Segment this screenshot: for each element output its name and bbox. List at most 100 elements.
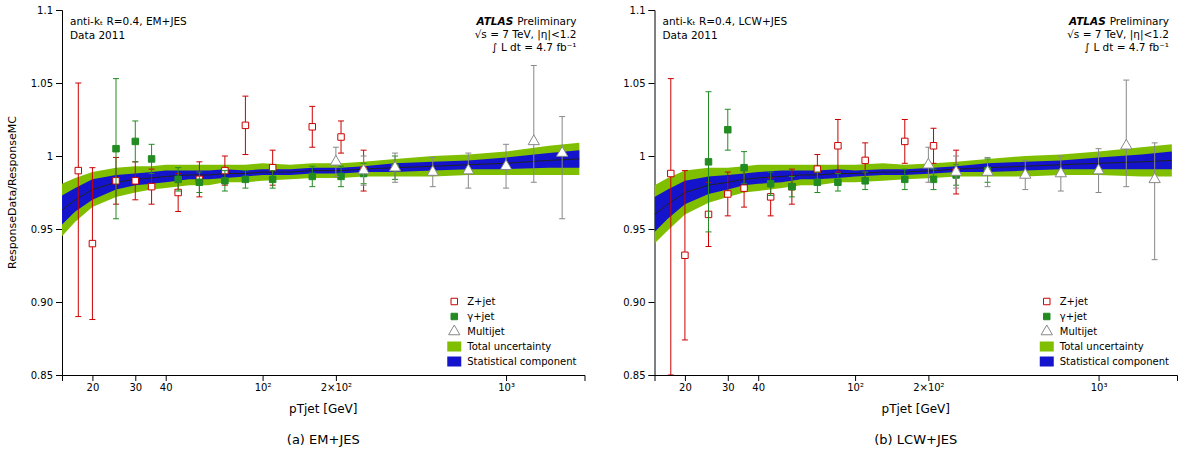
y-tick-mark — [649, 83, 655, 84]
y-tick: 0.95 — [623, 224, 654, 235]
annotation: Data 2011 — [663, 29, 718, 41]
legend-swatch — [1044, 298, 1050, 304]
legend: Z+jet γ+jet Multijet Total uncertainty Stati… — [447, 296, 576, 367]
x-tick-mark — [506, 375, 507, 381]
error-bar — [196, 172, 202, 192]
x-axis-title: pTjet [GeV] — [882, 402, 950, 416]
x-tick-mark — [685, 375, 686, 381]
error-bar — [132, 121, 138, 162]
x-tick-label: 10² — [847, 382, 864, 393]
marker — [269, 164, 275, 170]
annotation: Data 2011 — [70, 29, 125, 41]
marker — [1121, 139, 1132, 149]
legend-swatch — [451, 313, 457, 319]
marker — [705, 159, 711, 165]
x-tick: 20 — [87, 375, 100, 393]
legend-item: Multijet — [1041, 325, 1097, 337]
legend-item: γ+jet — [1044, 311, 1087, 322]
x-tick-label: 20 — [679, 382, 692, 393]
annotation-preliminary: Preliminary — [517, 15, 576, 27]
marker — [789, 183, 795, 189]
error-bar — [789, 169, 795, 204]
y-tick-label: 0.85 — [31, 370, 53, 381]
y-axis-title: ResponseData/ResponseMC — [6, 116, 19, 269]
marker — [741, 164, 747, 170]
y-tick-mark — [649, 156, 655, 157]
marker — [132, 138, 138, 144]
legend-item: Multijet — [449, 325, 505, 337]
x-tick: 30 — [129, 375, 142, 393]
annotation: ∫ L dt = 4.7 fb⁻¹ — [1085, 41, 1169, 53]
marker — [725, 191, 731, 197]
center-line — [655, 160, 1172, 214]
x-axis-line — [63, 376, 586, 382]
x-tick: 10² — [255, 375, 272, 393]
x-tick-label: 10³ — [498, 382, 515, 393]
legend-label: γ+jet — [467, 311, 494, 322]
y-tick-mark — [649, 302, 655, 303]
marker — [500, 160, 511, 170]
y-tick: 0.85 — [31, 370, 62, 381]
legend-swatch — [451, 298, 457, 304]
y-axis: 0.85 0.90 0.95 1 1.05 1.1 — [31, 5, 63, 381]
legend-label: Statistical component — [467, 356, 576, 367]
legend: Z+jetγ+jetMultijetTotal uncertaintyStati… — [1040, 296, 1169, 367]
y-tick-label: 0.90 — [31, 297, 53, 308]
marker — [767, 181, 773, 187]
legend-label: Multijet — [1060, 326, 1097, 337]
y-tick-label: 0.95 — [623, 224, 645, 235]
legend-swatch — [447, 342, 461, 352]
annotation-atlas: ATLAS — [476, 15, 514, 27]
marker — [1055, 167, 1066, 177]
error-bar — [175, 174, 181, 212]
marker — [309, 124, 315, 130]
uncertainty-band — [655, 152, 1172, 232]
series — [668, 79, 960, 375]
marker — [814, 179, 820, 185]
marker — [902, 176, 908, 182]
x-tick: 30 — [722, 375, 735, 393]
marker — [725, 126, 731, 132]
marker — [1020, 168, 1031, 178]
y-tick-mark — [56, 229, 62, 230]
y-tick: 0.95 — [31, 224, 62, 235]
legend-item: Z+jet — [1044, 296, 1088, 307]
error-bar — [789, 176, 795, 196]
uncertainty-band — [62, 150, 579, 224]
legend-item: Z+jet — [451, 296, 495, 307]
error-bar — [270, 150, 276, 185]
uncertainty-band — [655, 144, 1172, 243]
marker — [862, 178, 868, 184]
y-tick: 0.90 — [31, 297, 62, 308]
annotations: anti-kₜ R=0.4, LCW+JESData 2011Prelimina… — [663, 15, 1170, 53]
x-tick: 2×10² — [321, 375, 352, 393]
marker — [222, 178, 228, 184]
legend-label: Total uncertainty — [466, 341, 551, 352]
error-bar — [741, 152, 747, 184]
y-tick-label: 1.05 — [31, 78, 53, 89]
y-tick-mark — [56, 375, 62, 376]
y-tick: 1.05 — [31, 78, 62, 89]
error-bar — [132, 162, 138, 200]
annotation: anti-kₜ R=0.4, LCW+JES — [663, 15, 788, 27]
x-tick-label: 30 — [129, 382, 142, 393]
y-tick-label: 1 — [47, 151, 53, 162]
series — [113, 79, 399, 219]
x-axis: 20304010²2×10²10³ — [655, 375, 1178, 393]
uncertainty-band — [62, 143, 579, 236]
x-tick-label: 40 — [160, 382, 173, 393]
marker — [950, 166, 961, 176]
error-bar — [902, 169, 908, 189]
error-bar — [1123, 80, 1129, 187]
marker — [269, 176, 275, 182]
marker — [902, 138, 908, 144]
x-tick: 20 — [679, 375, 692, 393]
y-tick-label: 1.05 — [623, 78, 645, 89]
error-bar — [531, 65, 537, 182]
y-tick: 1.1 — [37, 5, 62, 16]
panel: 20304010²2×10²10³0.850.900.9511.051.1ant… — [623, 5, 1177, 447]
marker — [113, 145, 119, 151]
series — [330, 65, 568, 218]
marker — [930, 143, 936, 149]
y-tick-mark — [56, 10, 62, 11]
